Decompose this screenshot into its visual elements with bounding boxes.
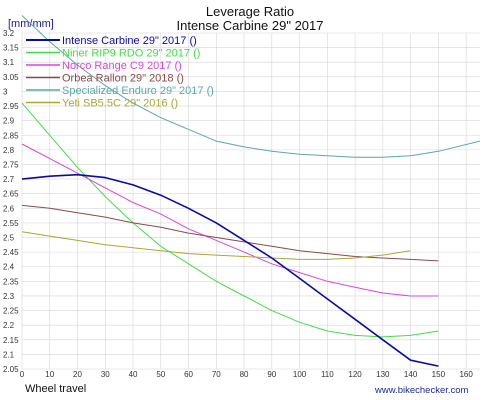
y-tick-label: 3.05 (3, 73, 19, 82)
y-tick-label: 2.4 (3, 263, 15, 272)
y-tick-label: 2.05 (3, 365, 19, 374)
x-tick-label: 160 (459, 370, 473, 379)
legend-entry: Norco Range C9 2017 () (62, 60, 182, 72)
y-tick-label: 2.25 (3, 307, 19, 316)
y-tick-label: 3.2 (3, 29, 15, 38)
series-line (21, 173, 439, 367)
y-tick-label: 2.45 (3, 248, 19, 257)
y-tick-label: 2.35 (3, 277, 19, 286)
x-tick-label: 150 (432, 370, 446, 379)
y-tick-label: 2.3 (3, 292, 15, 301)
grid (21, 32, 480, 370)
legend-entry: Intense Carbine 29" 2017 () (62, 35, 197, 47)
y-tick-label: 2.85 (3, 131, 19, 140)
series-line (21, 204, 439, 262)
y-tick-label: 2.2 (3, 321, 15, 330)
series-line (21, 143, 439, 297)
x-tick-label: 90 (267, 370, 276, 379)
tick-labels: 2.05 2.1 2.15 2.2 2.25 2.3 2.35 2.4 2.45 2.5 2.55 2… (3, 29, 473, 379)
x-tick-label: 40 (129, 370, 138, 379)
y-tick-label: 2.95 (3, 102, 19, 111)
legend: Intense Carbine 29" 2017 ()Niner RIP9 RD… (26, 35, 214, 110)
y-tick-label: 2.6 (3, 204, 15, 213)
y-tick-label: 2.75 (3, 160, 19, 169)
y-tick-label: 2.9 (3, 117, 15, 126)
x-tick-label: 140 (404, 370, 418, 379)
y-tick-label: 3 (3, 87, 8, 96)
x-tick-label: 60 (184, 370, 193, 379)
legend-entry: Specialized Enduro 29" 2017 () (62, 85, 214, 97)
legend-entry: Yeti SB5.5C 29" 2016 () (62, 98, 178, 110)
x-tick-label: 30 (101, 370, 110, 379)
x-tick-label: 130 (376, 370, 390, 379)
y-tick-label: 2.7 (3, 175, 15, 184)
x-tick-label: 0 (20, 370, 25, 379)
chart-subtitle: Intense Carbine 29" 2017 (177, 18, 324, 33)
x-tick-label: 50 (156, 370, 165, 379)
chart-title: Leverage Ratio (206, 4, 294, 19)
legend-entry: Niner RIP9 RDO 29" 2017 () (62, 48, 200, 60)
y-tick-label: 2.8 (3, 146, 15, 155)
x-tick-label: 120 (348, 370, 362, 379)
y-tick-label: 3.15 (3, 44, 19, 53)
y-tick-label: 3.1 (3, 58, 15, 67)
y-tick-label: 2.55 (3, 219, 19, 228)
x-axis-label: Wheel travel (25, 383, 86, 395)
y-tick-label: 2.5 (3, 234, 15, 243)
series-line (21, 231, 411, 260)
x-tick-label: 10 (45, 370, 54, 379)
x-tick-label: 20 (73, 370, 82, 379)
y-tick-label: 2.1 (3, 350, 15, 359)
source-credit: www.bikechecker.com (374, 385, 469, 396)
x-tick-label: 110 (321, 370, 334, 379)
x-tick-label: 100 (293, 370, 307, 379)
y-tick-label: 2.15 (3, 336, 19, 345)
y-tick-label: 2.65 (3, 190, 19, 199)
series-line (21, 102, 439, 338)
series-lines (21, 15, 481, 367)
x-tick-label: 80 (240, 370, 249, 379)
x-tick-label: 70 (212, 370, 221, 379)
legend-entry: Orbea Rallon 29" 2018 () (62, 73, 184, 85)
series-line (21, 15, 481, 158)
